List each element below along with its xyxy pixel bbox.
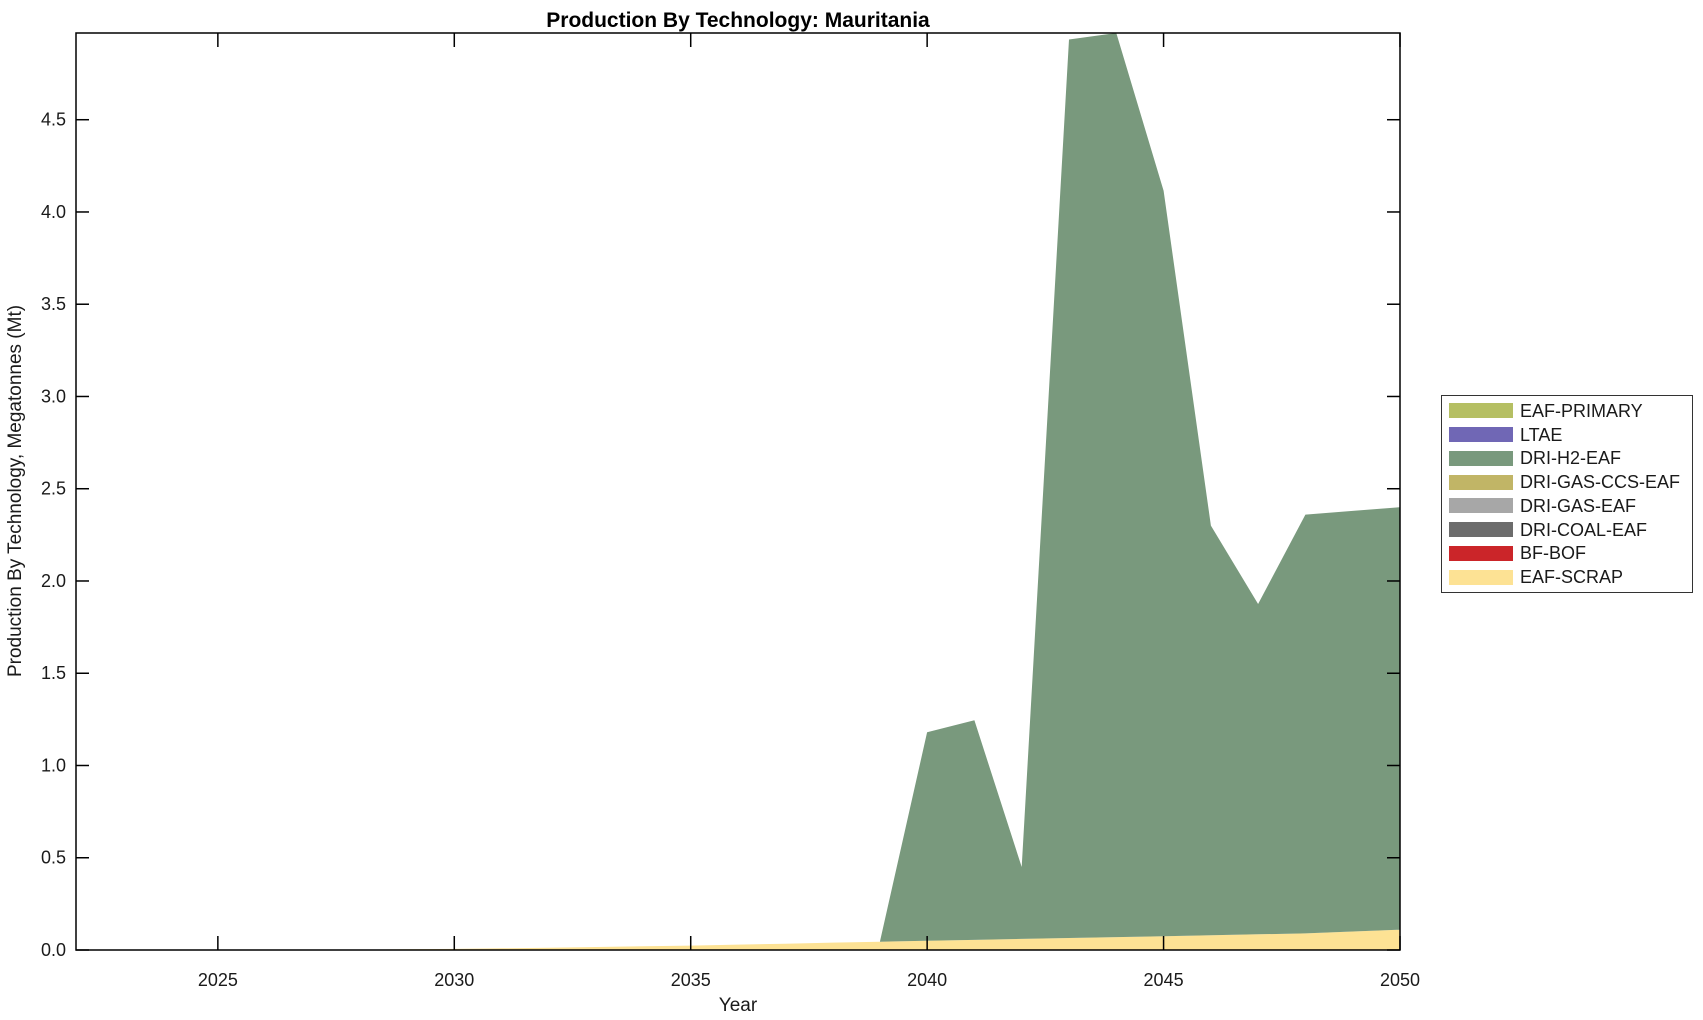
tick-labels: 2025 2030 2035 2040 2045 2050 0.0 0.5 1.0 1.5 2.0 2… [41, 110, 1420, 990]
y-tick-label: 3.0 [41, 386, 66, 406]
x-tick-label: 2025 [198, 970, 238, 990]
legend-label: EAF-SCRAP [1520, 567, 1624, 588]
y-tick-label: 0.0 [41, 940, 66, 960]
y-tick-label: 2.0 [41, 571, 66, 591]
y-tick-label: 1.0 [41, 755, 66, 775]
legend: EAF-PRIMARY LTAE DRI-H2-EAF DRI-GAS-CCS-EAF… [1441, 395, 1693, 593]
tick-marks [76, 33, 1401, 951]
legend-swatch-dri-gas-ccs-eaf [1449, 474, 1513, 490]
legend-swatch-dri-gas-eaf [1449, 498, 1513, 514]
y-tick-label: 1.5 [41, 663, 66, 683]
legend-swatch-dri-h2-eaf [1449, 450, 1513, 466]
legend-swatch-dri-coal-eaf [1449, 522, 1513, 538]
legend-label: DRI-H2-EAF [1520, 448, 1622, 469]
x-tick-label: 2035 [671, 970, 711, 990]
legend-item: DRI-COAL-EAF [1442, 519, 1692, 541]
legend-swatch-eaf-primary [1449, 403, 1513, 419]
legend-item: LTAE [1442, 424, 1692, 446]
x-axis-label: Year [719, 995, 758, 1016]
legend-swatch-bf-bof [1449, 545, 1513, 561]
y-tick-label: 3.5 [41, 294, 66, 314]
y-tick-label: 2.5 [41, 479, 66, 499]
y-tick-label: 0.5 [41, 848, 66, 868]
legend-label: EAF-PRIMARY [1520, 400, 1643, 421]
y-tick-label: 4.5 [41, 110, 66, 130]
legend-item: DRI-GAS-CCS-EAF [1442, 471, 1692, 493]
legend-swatch-eaf-scrap [1449, 569, 1513, 585]
x-tick-label: 2050 [1380, 970, 1420, 990]
legend-label: DRI-GAS-EAF [1520, 495, 1637, 516]
y-tick-label: 4.0 [41, 202, 66, 222]
legend-label: BF-BOF [1520, 543, 1586, 564]
area-dri-h2-eaf [76, 33, 1400, 950]
chart-title: Production By Technology: Mauritania [546, 9, 930, 32]
stacked-areas [76, 33, 1400, 950]
legend-item: DRI-H2-EAF [1442, 447, 1692, 469]
x-tick-label: 2040 [907, 970, 947, 990]
legend-label: LTAE [1520, 424, 1563, 445]
legend-swatch-ltae [1449, 427, 1513, 443]
legend-item: EAF-SCRAP [1442, 566, 1692, 588]
legend-label: DRI-GAS-CCS-EAF [1520, 472, 1681, 493]
plot-frame [75, 32, 1401, 951]
legend-label: DRI-COAL-EAF [1520, 519, 1648, 540]
area-eaf-scrap [76, 929, 1400, 950]
x-tick-label: 2045 [1144, 970, 1184, 990]
legend-item: DRI-GAS-EAF [1442, 495, 1692, 517]
legend-item: EAF-PRIMARY [1442, 400, 1692, 422]
legend-item: BF-BOF [1442, 542, 1692, 564]
x-tick-label: 2030 [434, 970, 474, 990]
y-axis-label: Production By Technology, Megatonnes (Mt… [5, 305, 26, 677]
